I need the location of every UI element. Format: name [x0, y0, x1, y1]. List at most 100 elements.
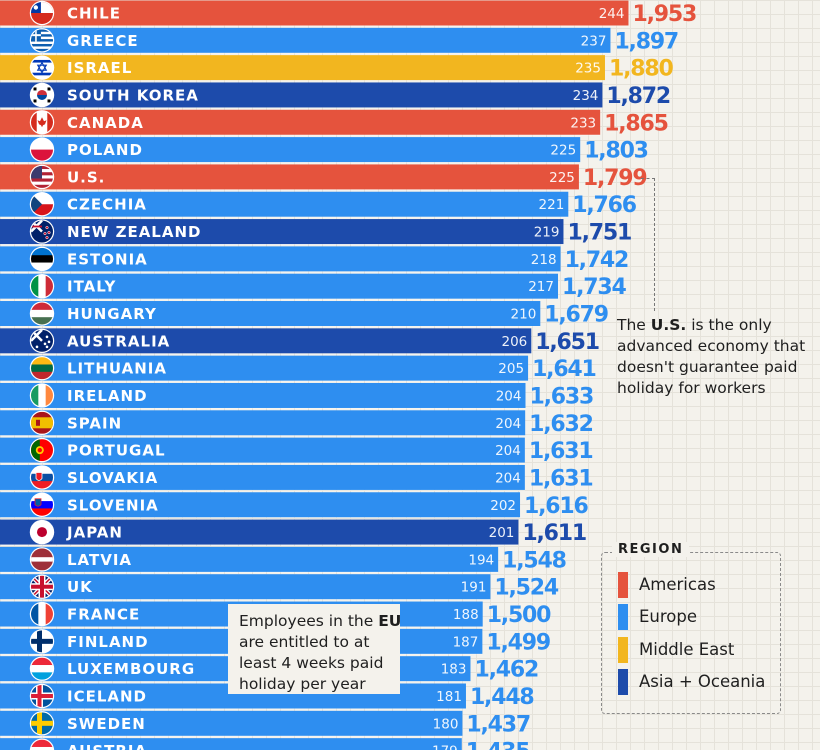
south-korea-flag-icon	[29, 82, 55, 108]
ireland-flag-icon	[29, 383, 55, 408]
hours-value-label: 1,548	[502, 548, 566, 573]
country-label: GREECE	[67, 32, 139, 50]
hours-value-label: 1,524	[494, 576, 558, 601]
hours-value-label: 1,435	[466, 740, 530, 750]
days-value-label: 237	[581, 33, 607, 49]
bar-row: SOUTH KOREA 234 1,872	[0, 82, 671, 109]
eu-annotation-pre: Employees in the	[239, 612, 379, 630]
hours-value-label: 1,742	[565, 248, 629, 273]
country-label: CANADA	[67, 114, 144, 132]
bar	[0, 219, 564, 245]
days-value-label: 181	[436, 689, 462, 705]
hours-value-label: 1,734	[562, 275, 626, 300]
bar-divider	[0, 216, 569, 218]
country-label: JAPAN	[66, 524, 123, 542]
days-value-label: 204	[495, 416, 521, 432]
country-label: ESTONIA	[67, 250, 148, 268]
bar	[0, 546, 499, 572]
us-annotation-connector	[641, 178, 655, 311]
days-value-label: 194	[468, 552, 494, 568]
bar-divider	[0, 326, 541, 328]
hours-value-label: 1,751	[567, 221, 631, 246]
country-label: AUSTRALIA	[67, 332, 170, 350]
days-value-label: 233	[570, 115, 596, 131]
greece-flag-icon	[29, 28, 55, 53]
bar	[0, 382, 526, 408]
bar-divider	[0, 599, 491, 601]
country-label: ITALY	[67, 278, 116, 296]
hours-value-label: 1,679	[544, 303, 608, 328]
country-label: AUSTRIA	[67, 742, 147, 750]
bar-row: ITALY 217 1,734	[0, 273, 628, 300]
days-value-label: 204	[495, 470, 521, 486]
bar-divider	[0, 353, 532, 355]
country-label: HUNGARY	[67, 305, 157, 323]
bar	[0, 191, 569, 217]
days-value-label: 187	[453, 634, 479, 650]
bar	[0, 273, 559, 299]
bar	[0, 164, 579, 190]
hours-value-label: 1,499	[486, 630, 550, 655]
country-label: NEW ZEALAND	[67, 223, 201, 241]
lithuania-flag-icon	[29, 355, 55, 381]
country-label: CZECHIA	[67, 196, 147, 214]
eu-annotation: Employees in the EU are entitled to at l…	[239, 611, 407, 695]
canada-flag-icon	[29, 110, 55, 135]
country-label: SPAIN	[67, 414, 122, 432]
estonia-flag-icon	[29, 246, 55, 272]
poland-flag-icon	[29, 137, 55, 162]
france-flag-icon	[29, 601, 55, 627]
legend-title: REGION	[612, 542, 690, 557]
bar-divider	[0, 189, 579, 191]
us-annotation-pre: The	[617, 316, 651, 334]
bar-row: AUSTRALIA 206 1,651	[0, 328, 600, 355]
country-label: SOUTH KOREA	[67, 86, 199, 104]
bar	[0, 574, 491, 600]
days-value-label: 180	[433, 716, 459, 732]
bar-row: SLOVENIA 202 1,616	[0, 492, 590, 519]
luxembourg-flag-icon	[29, 656, 55, 681]
legend-swatch-americas	[618, 572, 628, 598]
country-label: UK	[67, 578, 93, 596]
legend-label-europe: Europe	[639, 607, 698, 626]
days-value-label: 234	[573, 88, 599, 104]
legend-swatch-europe	[618, 604, 628, 630]
country-label: SLOVAKIA	[67, 469, 158, 487]
hours-value-label: 1,872	[606, 84, 670, 109]
hours-value-label: 1,880	[609, 57, 673, 82]
bar-row: HUNGARY 210 1,679	[0, 301, 609, 328]
bar-row: SPAIN 204 1,632	[0, 410, 594, 437]
bar-row: POLAND 225 1,803	[0, 137, 649, 164]
bar-divider	[0, 162, 581, 164]
us-flag-icon	[29, 164, 55, 190]
days-value-label: 188	[453, 607, 479, 623]
bar-row: AUSTRIA 179 1,435	[0, 738, 531, 750]
days-value-label: 235	[575, 61, 601, 77]
italy-flag-icon	[29, 274, 55, 299]
legend-swatch-middle-east	[618, 637, 628, 663]
legend-label-asia-oceania: Asia + Oceania	[639, 672, 766, 691]
hours-value-label: 1,633	[529, 384, 593, 409]
legend-label-middle-east: Middle East	[639, 640, 735, 659]
bar	[0, 301, 541, 327]
bar-divider	[0, 244, 564, 246]
bar	[0, 0, 629, 26]
bar	[0, 246, 561, 272]
days-value-label: 219	[534, 225, 560, 241]
hours-value-label: 1,462	[474, 658, 538, 683]
hours-value-label: 1,641	[532, 357, 596, 382]
bar-divider	[0, 708, 466, 710]
bar	[0, 82, 603, 108]
hours-value-label: 1,611	[522, 521, 586, 546]
slovenia-flag-icon	[29, 492, 55, 517]
bar-row: ISRAEL 235 1,880	[0, 55, 675, 82]
latvia-flag-icon	[29, 547, 55, 572]
hours-value-label: 1,632	[529, 412, 593, 437]
slovakia-flag-icon	[29, 465, 55, 490]
australia-flag-icon	[29, 328, 55, 354]
bar-row: U.S. 225 1,799	[0, 164, 648, 191]
hours-value-label: 1,953	[632, 2, 696, 27]
days-value-label: 204	[496, 388, 522, 404]
days-value-label: 218	[531, 252, 557, 268]
bar-divider	[0, 735, 463, 737]
